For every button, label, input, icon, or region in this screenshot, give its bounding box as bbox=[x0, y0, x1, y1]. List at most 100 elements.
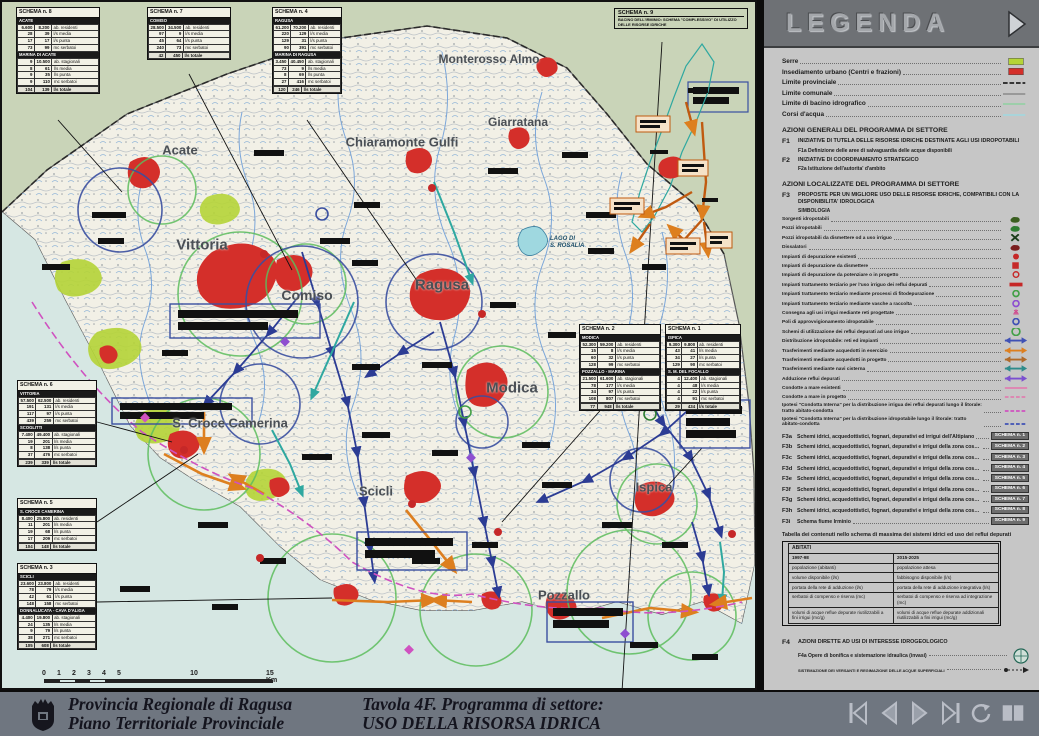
legend-dots bbox=[982, 501, 989, 503]
legend-table-cell: portata della rete di adduzione (l/s) bbox=[788, 582, 894, 593]
legend-symbol-label: Trasferimenti mediante acquedotti in pro… bbox=[782, 357, 887, 363]
treatment-dismiss-icon bbox=[1003, 262, 1029, 270]
schema-box-row: 15 8 l/s media bbox=[579, 347, 661, 356]
schema-box-title: SCHEMA n. 2 bbox=[580, 325, 660, 335]
schema-badge[interactable]: SCHEMA n. 5 bbox=[990, 474, 1029, 483]
legend-item: Limite provinciale bbox=[782, 79, 1029, 86]
legend-body: Serre Insediamento urbano (Centri e frazi… bbox=[764, 48, 1039, 674]
schema-box-cell: 25.800 bbox=[34, 514, 53, 523]
open-index-button[interactable] bbox=[1001, 698, 1025, 728]
schema-box-row: 17 209 mc serbatoi bbox=[17, 534, 97, 543]
map-canvas[interactable]: LAGO DI S. ROSALIA bbox=[0, 0, 757, 690]
schema-box-cell: l/s punta bbox=[51, 528, 97, 536]
schema-box-row: 108 807 mc serbatoi bbox=[579, 395, 661, 403]
schema-box-cell: mc serbatoi bbox=[696, 360, 741, 369]
schema-box-row: 4 48 l/s media bbox=[665, 381, 741, 390]
schema-box-cell: 19 bbox=[17, 528, 36, 536]
f2-text: INIZIATIVE DI COORDINAMENTO STRATEGICO bbox=[798, 156, 919, 163]
schema-box-total-cell: 339 bbox=[34, 458, 52, 467]
schema-badge[interactable]: SCHEMA n. 8 bbox=[990, 505, 1029, 514]
schema-box-total-cell: 608 bbox=[34, 641, 52, 650]
reuse-scheme-icon bbox=[1003, 327, 1029, 336]
f3-row-text: Schemi idrici, acquedottistici, fognari,… bbox=[797, 455, 981, 462]
section-azioni-generali: AZIONI GENERALI DEL PROGRAMMA DI SETTORE bbox=[782, 127, 948, 135]
schema-box-cell: 28.500 bbox=[147, 23, 167, 32]
schema-box-cell: 57.500 bbox=[17, 396, 37, 405]
f3-row-text: Schemi idrici, acquedottistici, fognari,… bbox=[797, 497, 981, 504]
legend-symbol-item: Trasferimenti mediante acquedotti in pro… bbox=[782, 356, 1029, 363]
schema-box-cell: 64 bbox=[165, 37, 184, 45]
schema-box-total-row: 120 246 l/s totale bbox=[272, 85, 341, 94]
inner-pipe-drink-icon bbox=[1003, 421, 1029, 428]
schema-box-total-cell: l/s totale bbox=[696, 402, 741, 411]
f3-text: PROPOSTE PER UN MIGLIORE USO DELLE RISOR… bbox=[798, 192, 1019, 205]
f3-row-text: Schema fiume Irminio bbox=[797, 518, 851, 525]
schema-badge[interactable]: SCHEMA n. 9 bbox=[990, 516, 1029, 525]
map-schema-box[interactable]: SCHEMA n. 2 MODICA 52.300 59.200 ab. residen… bbox=[579, 324, 661, 412]
legend-symbol-label: Pozzi idropotabili da dismettere od a us… bbox=[782, 235, 892, 241]
schema-box-cell: ab. residenti bbox=[52, 396, 97, 405]
map-schema-box[interactable]: SCHEMA n. 3 SCICLI 23.600 23.800 ab. residen… bbox=[17, 563, 97, 651]
schema-badge[interactable]: SCHEMA n. 7 bbox=[990, 495, 1029, 504]
supply-pole-icon bbox=[1003, 318, 1029, 326]
previous-page-button[interactable] bbox=[877, 698, 901, 728]
schema-box-cell: 32 bbox=[597, 354, 616, 362]
schema-box-total-cell: 29 bbox=[665, 402, 683, 411]
sea bbox=[2, 212, 755, 688]
schema-box-total: 77 948 l/s totale bbox=[580, 402, 660, 411]
svg-text:S. ROSALIA: S. ROSALIA bbox=[550, 243, 584, 249]
last-page-button[interactable] bbox=[939, 698, 963, 728]
schema-box-cell: l/s punta bbox=[51, 444, 97, 453]
f3-schema-row: F3h Schemi idrici, acquedottistici, fogna… bbox=[782, 505, 1029, 514]
f4a-text: F4a Opere di bonifica e sistemazione idr… bbox=[798, 653, 927, 660]
f3-row-code: F3b bbox=[782, 444, 793, 451]
schema-box-total-row: 29 434 l/s totale bbox=[665, 402, 741, 411]
schema-box-total: 42 450 l/s totale bbox=[148, 51, 230, 60]
f4a-sub: SISTEMAZIONE DEI VERSANTI E REGIMAZIONE … bbox=[798, 667, 945, 673]
legend-dots bbox=[858, 258, 1001, 260]
map-schema-box[interactable]: SCHEMA n. 8 ACATE 6.600 8.200 ab. residenti 2… bbox=[16, 7, 100, 95]
map-schema-box[interactable]: SCHEMA n. 1 ISPICA 9.300 9.800 ab. residenti… bbox=[665, 324, 741, 412]
map-schema-box[interactable]: SCHEMA n. 6 VITTORIA 57.500 62.500 ab. resid… bbox=[17, 380, 97, 468]
city-label-ragusa: Ragusa bbox=[414, 276, 470, 294]
schema-box-cell: mc serbatoi bbox=[305, 78, 341, 86]
legend-symbol-label: Impianti di depurazione da dismettere bbox=[782, 264, 869, 269]
schema-box-row: 42 61 l/s punta bbox=[17, 593, 97, 601]
first-page-button[interactable] bbox=[846, 698, 870, 728]
collapse-panel-arrow-icon[interactable] bbox=[1005, 10, 1029, 38]
schema-box-row: 220 129 l/s media bbox=[272, 30, 342, 39]
schema-box-cell: 19 bbox=[17, 437, 36, 446]
map-schema-box[interactable]: SCHEMA n. 4 RAGUSA 61.200 70.200 ab. residen… bbox=[272, 7, 342, 95]
schema-box-cell: mc serbatoi bbox=[51, 451, 97, 459]
city-label-s-croce-camerina: S. Croce Camerina bbox=[172, 415, 288, 431]
schema-box-cell: 59.200 bbox=[597, 340, 616, 349]
schema-badge[interactable]: SCHEMA n. 3 bbox=[990, 453, 1029, 462]
teal-transfer-arrows bbox=[271, 181, 728, 606]
schema-badge[interactable]: SCHEMA n. 4 bbox=[990, 463, 1029, 472]
schema-box-row: 129 90 mc serbatoi bbox=[665, 360, 741, 369]
schema-box-cell: ab. stagionali bbox=[614, 374, 661, 383]
schema-box-cell: ab. residenti bbox=[614, 340, 661, 349]
legend-title: LEGENDA bbox=[786, 8, 951, 37]
map-schema-box[interactable]: SCHEMA n. 7 COMISO 28.500 34.500 ab. residen… bbox=[147, 7, 231, 61]
schema-badge[interactable]: SCHEMA n. 6 bbox=[990, 484, 1029, 493]
legend-symbol-label: Impianti trattamento terziario mediante … bbox=[782, 301, 912, 307]
schema-box-cell: 9 bbox=[17, 627, 36, 636]
map-schema-box[interactable]: SCHEMA n. 5 S. CROCE CAMERINA 8.400 25.800 a… bbox=[17, 498, 97, 552]
legend-symbol-label: Schemi di utilizzazione dei reflui depur… bbox=[782, 329, 910, 335]
legend-item-label: Corsi d'acqua bbox=[782, 110, 825, 118]
schema-box-cell: 128 bbox=[579, 360, 599, 369]
schema-badge[interactable]: SCHEMA n. 2 bbox=[990, 442, 1029, 451]
schema-box-cell: 391 bbox=[290, 43, 309, 52]
schema-box-cell: 99 bbox=[34, 43, 52, 52]
city-label-modica: Modica bbox=[486, 379, 538, 397]
schema-box-cell: 23.800 bbox=[35, 579, 54, 588]
rotate-view-button[interactable] bbox=[970, 698, 994, 728]
transfer-ship-icon bbox=[1003, 365, 1029, 373]
schema-box-cell: 15 bbox=[579, 347, 599, 356]
schema-box-cell: 34 bbox=[665, 354, 683, 362]
next-page-button[interactable] bbox=[908, 698, 932, 728]
schema-badge[interactable]: SCHEMA n. 1 bbox=[990, 431, 1029, 440]
schema-box-title: SCHEMA n. 8 bbox=[17, 8, 99, 18]
line-sample-icon bbox=[1003, 111, 1029, 118]
